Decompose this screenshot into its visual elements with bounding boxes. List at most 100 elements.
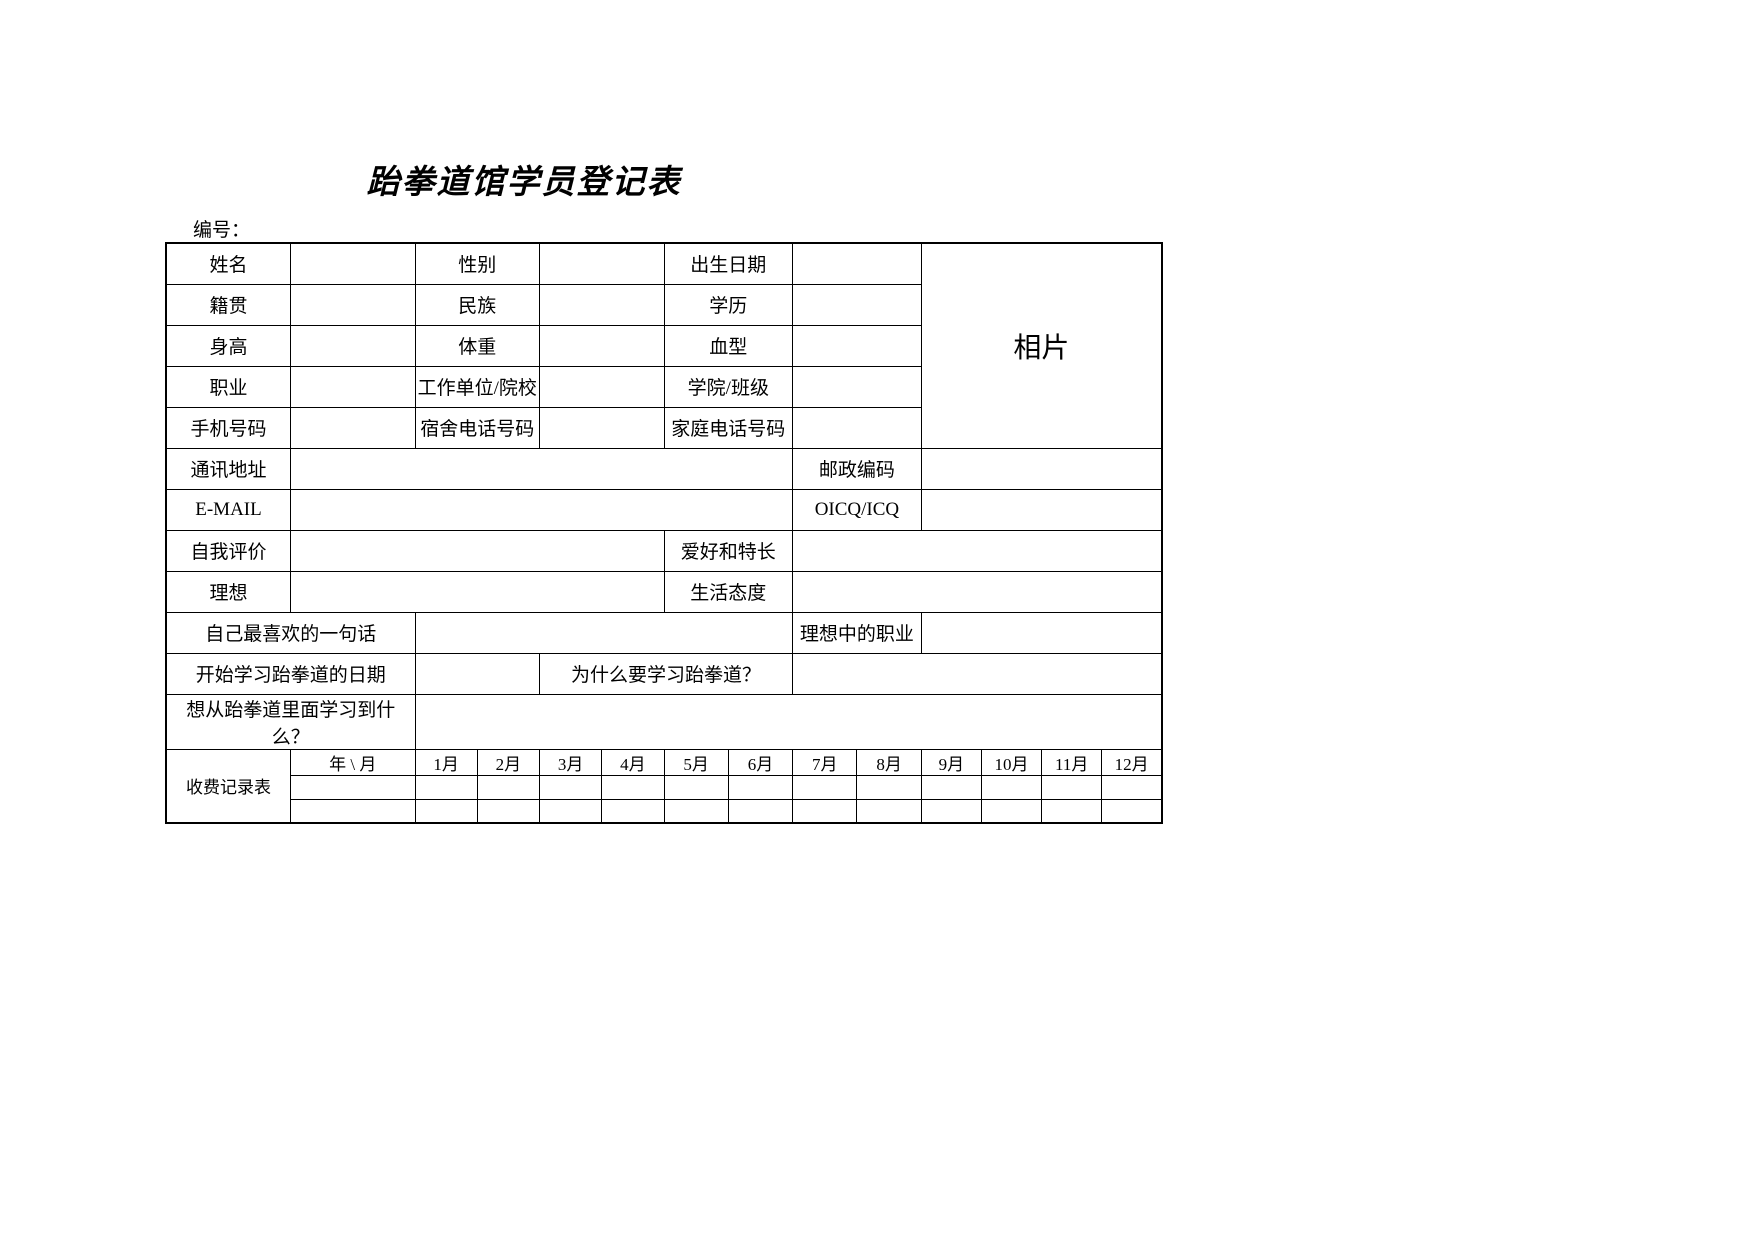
fee-cell[interactable]: [921, 775, 981, 799]
fee-cell[interactable]: [540, 799, 602, 823]
fee-cell[interactable]: [602, 775, 664, 799]
label-education: 学历: [664, 284, 793, 325]
month-3: 3月: [540, 749, 602, 775]
fee-cell[interactable]: [477, 799, 539, 823]
fee-cell[interactable]: [793, 799, 857, 823]
label-ethnicity: 民族: [415, 284, 540, 325]
label-hometown: 籍贯: [166, 284, 291, 325]
field-weight[interactable]: [540, 325, 665, 366]
fee-cell[interactable]: [540, 775, 602, 799]
field-education[interactable]: [793, 284, 922, 325]
label-occupation: 职业: [166, 366, 291, 407]
month-11: 11月: [1042, 749, 1102, 775]
field-ideal-job[interactable]: [921, 612, 1162, 653]
fee-cell[interactable]: [1042, 799, 1102, 823]
field-self-eval[interactable]: [291, 530, 665, 571]
field-home-phone[interactable]: [793, 407, 922, 448]
label-fav-quote: 自己最喜欢的一句话: [166, 612, 415, 653]
label-why-learn: 为什么要学习跆拳道？: [540, 653, 793, 694]
field-start-date[interactable]: [415, 653, 540, 694]
label-bloodtype: 血型: [664, 325, 793, 366]
month-5: 5月: [664, 749, 728, 775]
field-birthdate[interactable]: [793, 243, 922, 284]
field-dorm-phone[interactable]: [540, 407, 665, 448]
month-4: 4月: [602, 749, 664, 775]
field-email[interactable]: [291, 489, 793, 530]
field-bloodtype[interactable]: [793, 325, 922, 366]
label-fee-record: 收费记录表: [166, 749, 291, 823]
field-want-learn[interactable]: [415, 694, 1162, 749]
fee-year-1[interactable]: [291, 775, 416, 799]
label-height: 身高: [166, 325, 291, 366]
month-10: 10月: [981, 749, 1041, 775]
field-mobile[interactable]: [291, 407, 416, 448]
label-want-learn: 想从跆拳道里面学习到什么？: [166, 694, 415, 749]
fee-cell[interactable]: [1102, 799, 1162, 823]
fee-cell[interactable]: [857, 799, 921, 823]
field-fav-quote[interactable]: [415, 612, 793, 653]
registration-table: 姓名 性别 出生日期 相片 籍贯 民族 学历 身高 体重 血型: [165, 242, 1163, 824]
label-start-date: 开始学习跆拳道的日期: [166, 653, 415, 694]
fee-year-2[interactable]: [291, 799, 416, 823]
label-ideal-job: 理想中的职业: [793, 612, 922, 653]
serial-number-label: 编号：: [193, 215, 1163, 242]
label-address: 通讯地址: [166, 448, 291, 489]
label-email: E-MAIL: [166, 489, 291, 530]
month-9: 9月: [921, 749, 981, 775]
field-address[interactable]: [291, 448, 793, 489]
label-self-eval: 自我评价: [166, 530, 291, 571]
label-gender: 性别: [415, 243, 540, 284]
label-home-phone: 家庭电话号码: [664, 407, 793, 448]
fee-cell[interactable]: [477, 775, 539, 799]
field-name[interactable]: [291, 243, 416, 284]
label-college-class: 学院/班级: [664, 366, 793, 407]
field-attitude[interactable]: [793, 571, 1162, 612]
fee-cell[interactable]: [602, 799, 664, 823]
fee-cell[interactable]: [1042, 775, 1102, 799]
label-workunit: 工作单位/院校: [415, 366, 540, 407]
field-hometown[interactable]: [291, 284, 416, 325]
fee-cell[interactable]: [415, 799, 477, 823]
field-college-class[interactable]: [793, 366, 922, 407]
label-dorm-phone: 宿舍电话号码: [415, 407, 540, 448]
field-why-learn[interactable]: [793, 653, 1162, 694]
month-12: 12月: [1102, 749, 1162, 775]
month-1: 1月: [415, 749, 477, 775]
field-height[interactable]: [291, 325, 416, 366]
field-workunit[interactable]: [540, 366, 665, 407]
field-oicq[interactable]: [921, 489, 1162, 530]
label-mobile: 手机号码: [166, 407, 291, 448]
label-name: 姓名: [166, 243, 291, 284]
month-8: 8月: [857, 749, 921, 775]
fee-cell[interactable]: [728, 775, 792, 799]
photo-cell: 相片: [921, 243, 1162, 448]
fee-cell[interactable]: [981, 775, 1041, 799]
fee-cell[interactable]: [664, 775, 728, 799]
label-birthdate: 出生日期: [664, 243, 793, 284]
fee-cell[interactable]: [921, 799, 981, 823]
fee-cell[interactable]: [728, 799, 792, 823]
fee-cell[interactable]: [981, 799, 1041, 823]
form-title: 跆拳道馆学员登记表: [165, 155, 1163, 203]
label-oicq: OICQ/ICQ: [793, 489, 922, 530]
field-ethnicity[interactable]: [540, 284, 665, 325]
label-weight: 体重: [415, 325, 540, 366]
label-year-month: 年 \ 月: [291, 749, 416, 775]
fee-cell[interactable]: [664, 799, 728, 823]
label-ideal: 理想: [166, 571, 291, 612]
label-hobby: 爱好和特长: [664, 530, 793, 571]
field-postcode[interactable]: [921, 448, 1162, 489]
field-occupation[interactable]: [291, 366, 416, 407]
month-2: 2月: [477, 749, 539, 775]
month-6: 6月: [728, 749, 792, 775]
field-gender[interactable]: [540, 243, 665, 284]
fee-cell[interactable]: [857, 775, 921, 799]
fee-cell[interactable]: [415, 775, 477, 799]
fee-cell[interactable]: [1102, 775, 1162, 799]
month-7: 7月: [793, 749, 857, 775]
label-postcode: 邮政编码: [793, 448, 922, 489]
label-attitude: 生活态度: [664, 571, 793, 612]
field-ideal[interactable]: [291, 571, 665, 612]
fee-cell[interactable]: [793, 775, 857, 799]
field-hobby[interactable]: [793, 530, 1162, 571]
